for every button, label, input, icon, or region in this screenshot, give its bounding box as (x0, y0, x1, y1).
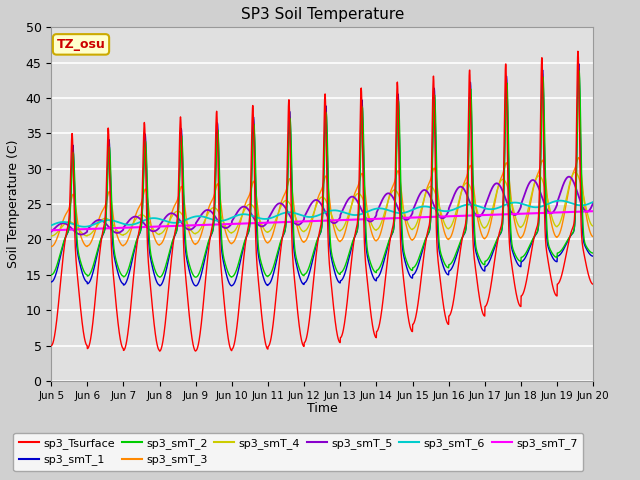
Title: SP3 Soil Temperature: SP3 Soil Temperature (241, 7, 404, 22)
Y-axis label: Soil Temperature (C): Soil Temperature (C) (7, 140, 20, 268)
Text: TZ_osu: TZ_osu (57, 38, 106, 51)
X-axis label: Time: Time (307, 402, 337, 415)
Legend: sp3_Tsurface, sp3_smT_1, sp3_smT_2, sp3_smT_3, sp3_smT_4, sp3_smT_5, sp3_smT_6, : sp3_Tsurface, sp3_smT_1, sp3_smT_2, sp3_… (13, 432, 584, 471)
